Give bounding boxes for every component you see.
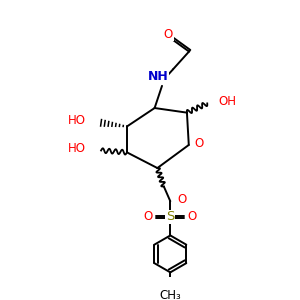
Text: O: O [194, 136, 204, 150]
Text: CH₃: CH₃ [159, 289, 181, 300]
Text: OH: OH [218, 95, 236, 108]
Text: NH: NH [148, 70, 169, 83]
Text: O: O [143, 211, 153, 224]
Text: O: O [188, 211, 197, 224]
Text: HO: HO [68, 142, 86, 155]
Text: O: O [164, 28, 173, 41]
Text: O: O [178, 193, 187, 206]
Text: S: S [166, 211, 175, 224]
Text: HO: HO [68, 115, 86, 128]
